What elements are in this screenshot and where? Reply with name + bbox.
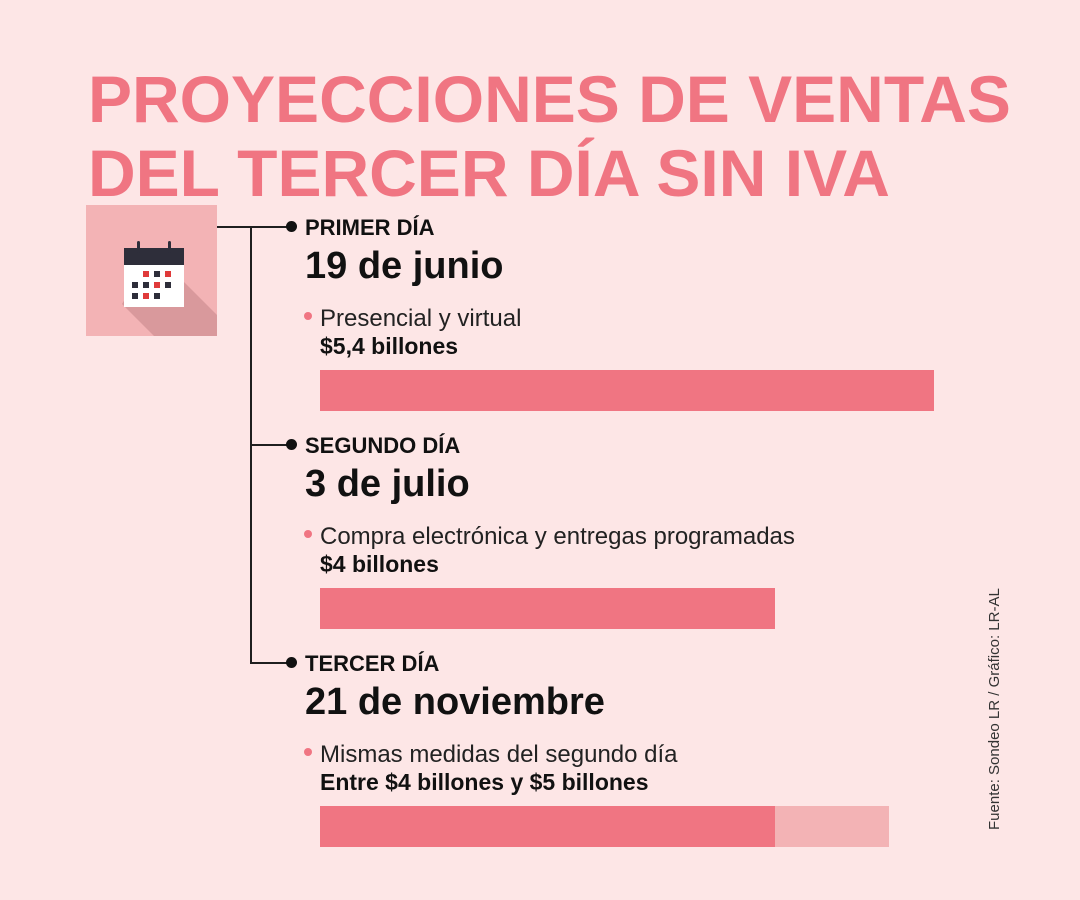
day-3-description: Mismas medidas del segundo día bbox=[320, 741, 678, 768]
calendar-icon bbox=[122, 241, 217, 336]
infographic-title: PROYECCIONES DE VENTAS DEL TERCER DÍA SI… bbox=[88, 62, 1011, 210]
day-3-date: 21 de noviembre bbox=[305, 681, 605, 723]
day-3-description-item: Mismas medidas del segundo día bbox=[304, 741, 678, 769]
bullet-dot bbox=[304, 747, 312, 756]
connector-day-3 bbox=[250, 662, 289, 664]
bar-day-2 bbox=[320, 588, 775, 629]
bar-day-1 bbox=[320, 370, 934, 411]
bullet-dot bbox=[304, 311, 312, 320]
day-2-description-item: Compra electrónica y entregas programada… bbox=[304, 523, 795, 551]
timeline-dot-2 bbox=[286, 439, 297, 450]
day-2-date: 3 de julio bbox=[305, 463, 470, 505]
timeline-dot-3 bbox=[286, 657, 297, 668]
title-line-1: PROYECCIONES DE VENTAS bbox=[88, 62, 1011, 136]
day-3-label: TERCER DÍA bbox=[305, 651, 440, 676]
connector-from-icon bbox=[217, 226, 289, 228]
day-1-amount: $5,4 billones bbox=[320, 333, 459, 359]
timeline-dot-1 bbox=[286, 221, 297, 232]
day-1-label: PRIMER DÍA bbox=[305, 215, 435, 240]
day-1-description-item: Presencial y virtual bbox=[304, 305, 521, 333]
bullet-dot bbox=[304, 529, 312, 538]
day-1-description: Presencial y virtual bbox=[320, 305, 522, 332]
day-2-description: Compra electrónica y entregas programada… bbox=[320, 523, 795, 550]
calendar-icon-box bbox=[86, 205, 217, 336]
bar-day-3 bbox=[320, 806, 775, 847]
day-2-amount: $4 billones bbox=[320, 551, 439, 577]
source-credit: Fuente: Sondeo LR / Gráfico: LR-AL bbox=[986, 588, 1003, 830]
connector-day-2 bbox=[250, 444, 289, 446]
day-2-label: SEGUNDO DÍA bbox=[305, 433, 461, 458]
day-3-amount: Entre $4 billones y $5 billones bbox=[320, 769, 649, 795]
title-line-2: DEL TERCER DÍA SIN IVA bbox=[88, 136, 890, 210]
day-1-date: 19 de junio bbox=[305, 245, 504, 287]
